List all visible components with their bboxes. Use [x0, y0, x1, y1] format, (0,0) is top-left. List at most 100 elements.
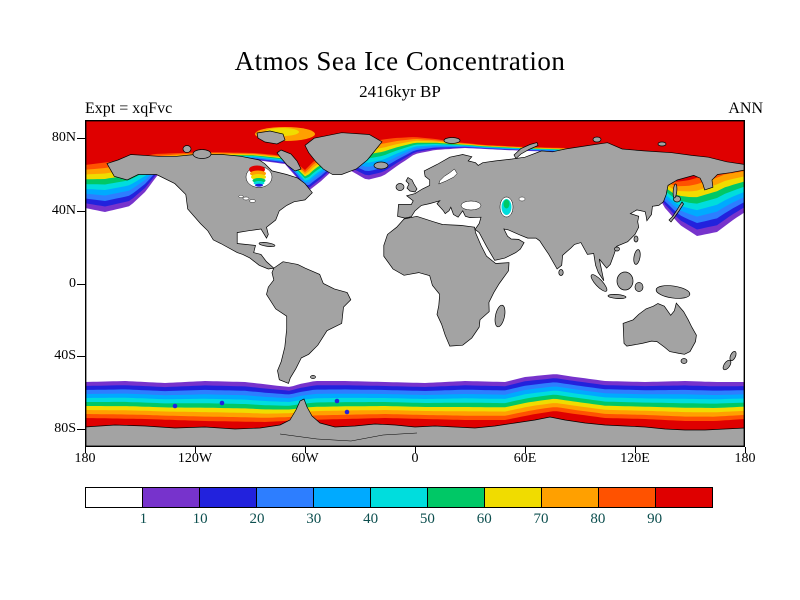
- ice-shelf-contour: [279, 432, 418, 442]
- antarctica: [85, 398, 745, 447]
- hainan: [614, 246, 620, 252]
- svalbard: [443, 137, 461, 144]
- banks-island: [182, 145, 192, 153]
- lon-tick-mark: [85, 447, 86, 453]
- colorbar-tick-label: 70: [533, 511, 549, 527]
- lon-tick-mark: [195, 447, 196, 453]
- greenland: [304, 132, 383, 175]
- inland-seas: [238, 168, 526, 218]
- great-lake: [238, 195, 244, 198]
- great-lake: [242, 196, 250, 201]
- map-border: [85, 120, 745, 447]
- japan: [668, 201, 684, 223]
- world-map: [85, 120, 745, 447]
- colorbar-segment: [542, 488, 599, 507]
- ellesmere-island: [256, 130, 286, 145]
- cuba: [258, 242, 276, 247]
- philippines: [633, 249, 641, 265]
- lon-tick-mark: [525, 447, 526, 453]
- sri-lanka: [558, 269, 564, 276]
- java: [607, 294, 627, 299]
- lat-tick-mark: [77, 356, 85, 358]
- sulawesi: [634, 282, 644, 292]
- lat-tick-label: 0: [69, 275, 76, 291]
- falkland-islands: [310, 375, 316, 379]
- lat-tick-label: 80S: [54, 420, 76, 436]
- colorbar-segment: [428, 488, 485, 507]
- colorbar-segment: [314, 488, 371, 507]
- ice-speck: [344, 409, 350, 415]
- sumatra: [590, 274, 608, 292]
- baltic-sea: [438, 168, 458, 185]
- map-plot-area: [85, 120, 745, 447]
- new-zealand-north: [729, 350, 737, 362]
- iceland: [373, 161, 389, 170]
- ice-speck: [219, 400, 225, 406]
- great-lake: [249, 199, 256, 203]
- experiment-label: Expt = xqFvc: [85, 100, 173, 117]
- ireland: [395, 183, 405, 191]
- lon-tick-mark: [635, 447, 636, 453]
- lon-tick-label: 0: [411, 451, 419, 466]
- colorbar-segment: [371, 488, 428, 507]
- severnaya-zemlya: [592, 136, 602, 143]
- lon-tick-label: 120W: [177, 451, 213, 466]
- lon-tick-label: 60E: [513, 451, 537, 466]
- colorbar-segment: [257, 488, 314, 507]
- hudson-bay: [245, 165, 273, 188]
- victoria-island: [192, 149, 212, 159]
- ice-speck: [334, 398, 340, 404]
- aral-sea: [518, 196, 526, 202]
- colorbar-tick-label: 80: [590, 511, 606, 527]
- lat-tick-mark: [77, 210, 85, 212]
- colorbar-segment: [485, 488, 542, 507]
- lat-tick-mark: [77, 428, 85, 430]
- colorbar-tick-label: 90: [647, 511, 663, 527]
- colorbar-segment: [86, 488, 143, 507]
- south-america: [266, 261, 352, 384]
- baffin-island: [276, 149, 302, 172]
- colorbar: [85, 487, 713, 508]
- colorbar-tick-label: 40: [363, 511, 379, 527]
- colorbar-segment: [143, 488, 200, 507]
- eurasia: [397, 142, 745, 281]
- novaya-zemlya: [513, 142, 539, 160]
- africa: [383, 215, 510, 347]
- madagascar: [494, 304, 506, 328]
- ice-speck: [172, 403, 178, 409]
- great-britain: [405, 177, 418, 193]
- australia: [622, 302, 697, 355]
- black-sea: [460, 200, 482, 211]
- lon-tick-label: 180: [734, 451, 756, 466]
- borneo: [616, 271, 634, 291]
- colorbar-segment: [599, 488, 656, 507]
- colorbar-segment: [200, 488, 257, 507]
- sakhalin: [672, 183, 678, 199]
- lat-tick-label: 80N: [51, 130, 76, 146]
- colorbar-segment: [656, 488, 712, 507]
- lon-tick-mark: [415, 447, 416, 453]
- new-zealand-south: [722, 359, 732, 371]
- colorbar-tick-label: 1: [139, 511, 148, 527]
- lat-tick-label: 40S: [54, 348, 76, 364]
- chart-subtitle: 2416kyr BP: [359, 82, 441, 101]
- chart-title: Atmos Sea Ice Concentration: [234, 46, 566, 76]
- lon-tick-label: 180: [74, 451, 96, 466]
- lon-tick-mark: [305, 447, 306, 453]
- tasmania: [680, 358, 688, 364]
- colorbar-tick-label: 60: [476, 511, 492, 527]
- lat-tick-mark: [77, 138, 85, 140]
- season-label: ANN: [728, 100, 763, 117]
- colorbar-tick-label: 20: [249, 511, 265, 527]
- new-siberian-islands: [657, 141, 667, 147]
- continents: [85, 130, 745, 447]
- colorbar-tick-label: 50: [419, 511, 435, 527]
- lat-tick-mark: [77, 283, 85, 285]
- taiwan: [633, 235, 639, 243]
- new-guinea: [655, 285, 691, 299]
- colorbar-tick-label: 30: [306, 511, 322, 527]
- colorbar-tick-label: 10: [192, 511, 208, 527]
- lat-tick-label: 40N: [51, 202, 76, 218]
- lon-tick-label: 120E: [620, 451, 650, 466]
